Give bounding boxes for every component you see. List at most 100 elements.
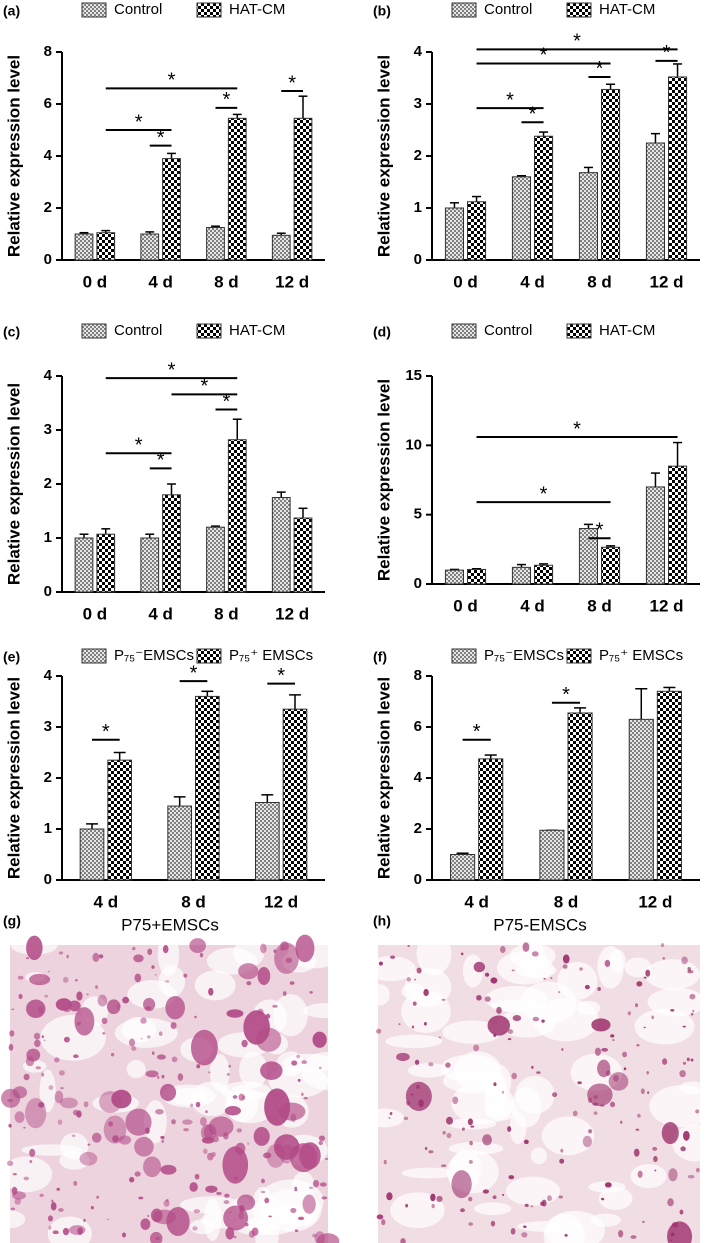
legend-swatch [196, 323, 222, 339]
bar [534, 135, 554, 261]
y-tick-label: 4 [44, 367, 53, 384]
micrograph [364, 932, 709, 1243]
legend-label: HAT-CM [229, 1, 285, 18]
y-tick-label: 4 [44, 147, 53, 164]
bar [444, 569, 465, 585]
bar [645, 142, 665, 261]
bar [162, 158, 181, 261]
legend-label: P₇₅⁺ EMSCs [229, 647, 313, 664]
x-tick-label: 8 d [181, 892, 206, 911]
x-tick-label: 8 d [214, 604, 239, 623]
bar [107, 759, 133, 881]
legend-label: P₇₅⁻EMSCs [484, 647, 564, 664]
bar [601, 88, 621, 261]
bar [162, 494, 181, 593]
y-axis-title: Relative expression level [374, 379, 393, 581]
significance-star: * [168, 70, 176, 92]
legend-label: Control [114, 1, 162, 18]
significance-star: * [135, 435, 143, 457]
y-tick-label: 0 [414, 871, 422, 888]
x-tick-label: 8 d [587, 596, 612, 615]
bar [254, 801, 280, 881]
significance-star: * [596, 58, 604, 80]
significance-star: * [540, 483, 548, 505]
bar [96, 533, 116, 593]
y-tick-label: 15 [405, 367, 422, 384]
y-tick-label: 2 [44, 199, 52, 216]
panel-label: (d) [373, 324, 391, 340]
y-tick-label: 4 [414, 769, 423, 786]
y-tick-label: 0 [414, 251, 422, 268]
image-title: P75-EMSCs [493, 915, 587, 934]
legend-label: P₇₅⁺ EMSCs [599, 647, 683, 664]
significance-star: * [157, 450, 165, 472]
y-tick-label: 3 [44, 718, 52, 735]
image-title: P75+EMSCs [121, 915, 219, 934]
bar [293, 117, 313, 261]
y-tick-label: 0 [44, 251, 52, 268]
x-tick-label: 12 d [649, 272, 683, 291]
y-tick-label: 1 [44, 529, 52, 546]
x-tick-label: 12 d [275, 272, 309, 291]
bar [668, 76, 688, 261]
significance-star: * [506, 89, 514, 111]
significance-star: * [168, 359, 176, 381]
significance-star: * [288, 72, 296, 94]
bar [140, 233, 160, 261]
x-tick-label: 0 d [453, 272, 478, 291]
bar [478, 758, 504, 881]
y-axis-title: Relative expression level [374, 55, 393, 257]
bar [293, 517, 313, 593]
bar [444, 207, 465, 261]
bar [271, 234, 291, 261]
legend-swatch [81, 2, 107, 18]
bar [511, 176, 531, 261]
significance-star: * [573, 418, 581, 440]
legend-swatch [451, 323, 477, 339]
x-tick-label: 4 d [148, 604, 173, 623]
legend-label: P₇₅⁻EMSCs [114, 647, 194, 664]
bar [140, 537, 160, 593]
panel-label: (e) [3, 649, 20, 665]
legend-swatch [196, 2, 222, 18]
legend-swatch [81, 648, 107, 664]
bar [74, 233, 94, 261]
bar [567, 712, 593, 881]
legend-swatch [566, 2, 592, 18]
significance-star: * [200, 376, 208, 398]
legend-swatch [196, 648, 222, 664]
y-tick-label: 4 [44, 667, 53, 684]
bar [628, 718, 654, 881]
bar [206, 526, 225, 593]
x-tick-label: 12 d [638, 892, 672, 911]
panel-label: (c) [3, 324, 20, 340]
significance-star: * [540, 45, 548, 67]
bar [539, 829, 565, 881]
significance-star: * [596, 520, 604, 542]
x-tick-label: 4 d [520, 272, 545, 291]
significance-star: * [222, 89, 230, 111]
x-tick-label: 8 d [214, 272, 239, 291]
bar [534, 564, 554, 585]
legend-swatch [451, 648, 477, 664]
significance-star: * [529, 103, 537, 125]
bar [511, 566, 531, 585]
legend-label: Control [484, 1, 532, 18]
bar [96, 232, 116, 261]
significance-star: * [157, 127, 165, 149]
y-tick-label: 3 [414, 95, 422, 112]
y-tick-label: 6 [44, 95, 52, 112]
significance-star: * [473, 721, 481, 743]
y-tick-label: 8 [414, 667, 422, 684]
y-tick-label: 5 [414, 506, 422, 523]
x-tick-label: 8 d [554, 892, 579, 911]
x-tick-label: 0 d [83, 604, 108, 623]
bar [79, 828, 105, 881]
legend-swatch [566, 648, 592, 664]
y-axis-title: Relative expression level [374, 677, 393, 879]
panel-label: (b) [373, 3, 391, 19]
bar [645, 486, 665, 585]
legend-label: HAT-CM [599, 322, 655, 339]
legend-swatch [81, 323, 107, 339]
bar [282, 708, 308, 881]
